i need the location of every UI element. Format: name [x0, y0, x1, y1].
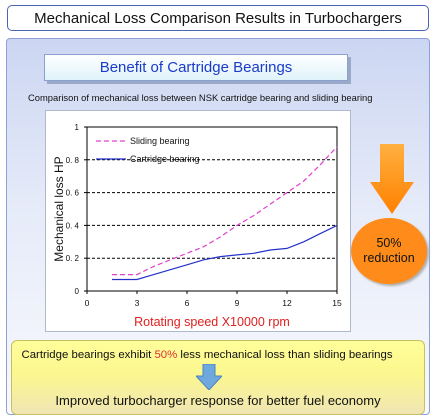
claim-suffix: less mechanical loss than sliding bearin…	[177, 349, 393, 361]
reduction-percent: 50%	[376, 236, 402, 250]
legend-label: Cartridge bearing	[130, 154, 200, 164]
y-tick-label: 0	[75, 287, 80, 296]
mechanical-loss-chart: 0 0. 2 0. 4 0. 6 0. 8 1 0 3 6 9 12 15 Rotating speed…	[52, 123, 342, 329]
reduction-badge: 50% reduction	[351, 218, 427, 284]
comparison-description: Comparison of mechanical loss between NS…	[28, 92, 373, 103]
result-text: Improved turbocharger response for bette…	[55, 393, 381, 408]
y-tick-label: 0. 6	[66, 189, 80, 198]
small-down-arrow-icon	[196, 364, 222, 390]
x-tick-label: 0	[85, 298, 90, 308]
claim-text: Cartridge bearings exhibit 50% less mech…	[0, 349, 414, 361]
claim-highlight: 50%	[154, 349, 178, 361]
plot-area-border	[86, 126, 338, 292]
reduction-label: reduction	[363, 251, 415, 265]
x-tick-label: 9	[235, 298, 240, 308]
x-axis-label: Rotating speed X10000 rpm	[134, 315, 290, 329]
y-tick-label: 1	[75, 123, 80, 132]
legend-label: Sliding bearing	[130, 136, 190, 146]
x-tick-label: 12	[282, 298, 292, 308]
y-axis-label: Mechanical loss HP	[52, 156, 66, 261]
y-tick-label: 0. 2	[66, 254, 80, 263]
y-tick-label: 0. 8	[66, 156, 80, 165]
series-line-sliding-bearing	[112, 146, 338, 276]
x-tick-label: 15	[332, 298, 342, 308]
page-title: Mechanical Loss Comparison Results in Tu…	[7, 5, 429, 31]
section-subtitle: Benefit of Cartridge Bearings	[44, 54, 348, 81]
series-line-cartridge-bearing	[112, 224, 338, 281]
x-tick-label: 3	[135, 298, 140, 308]
y-tick-label: 0. 4	[66, 221, 80, 230]
claim-prefix: Cartridge bearings exhibit	[21, 349, 155, 361]
x-tick-label: 6	[185, 298, 190, 308]
chart-frame: 0 0. 2 0. 4 0. 6 0. 8 1 0 3 6 9 12 15 Rotating speed…	[45, 110, 351, 332]
down-arrow-icon	[370, 144, 414, 214]
